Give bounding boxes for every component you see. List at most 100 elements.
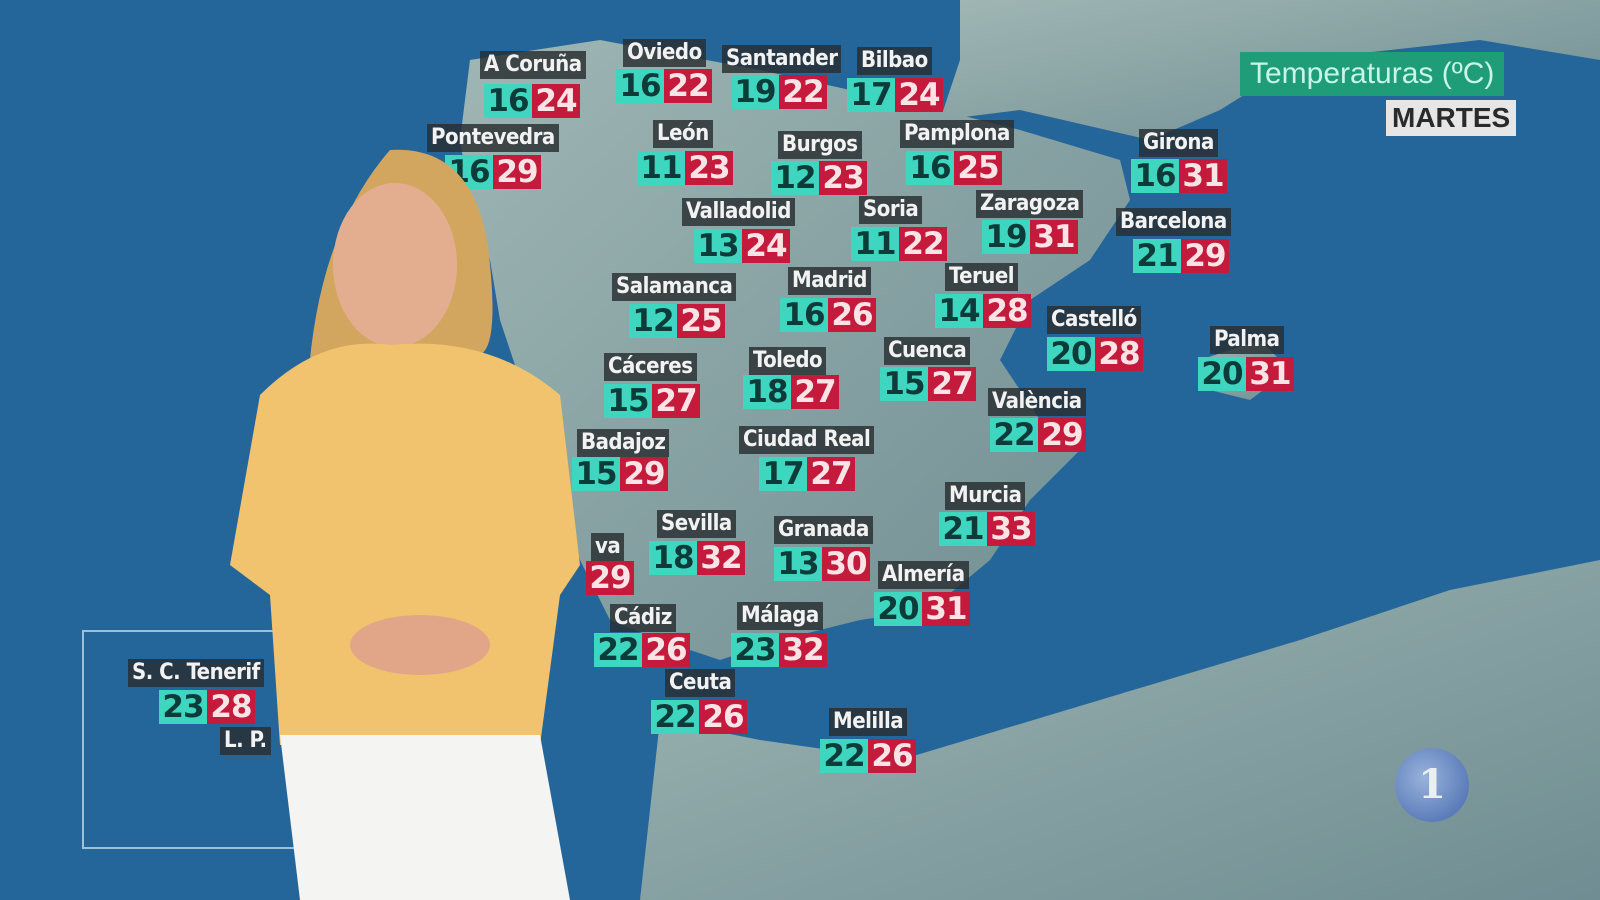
temp-pair: 19 22 xyxy=(731,75,827,109)
city-name: va xyxy=(591,533,625,561)
max-temp: 32 xyxy=(697,541,745,575)
min-temp: 16 xyxy=(1131,159,1179,193)
city-name: Santander xyxy=(722,45,842,73)
map-title: Temperaturas (ºC) xyxy=(1240,52,1505,96)
min-temp: 22 xyxy=(820,739,868,773)
min-temp: 23 xyxy=(731,633,779,667)
temp-pair: 12 23 xyxy=(771,161,867,195)
min-temp: 18 xyxy=(649,541,697,575)
min-temp: 18 xyxy=(743,375,791,409)
temp-pair: 22 26 xyxy=(651,700,747,734)
temp-pair: 23 28 xyxy=(159,690,255,724)
city-name: S. C. Tenerif xyxy=(128,659,264,687)
city-name: Málaga xyxy=(737,602,823,630)
max-temp: 32 xyxy=(779,633,827,667)
max-temp: 24 xyxy=(895,78,943,112)
max-temp: 29 xyxy=(1038,418,1086,452)
city-name: Almería xyxy=(878,561,969,589)
max-temp: 27 xyxy=(807,457,855,491)
temp-pair: 16 25 xyxy=(906,151,1002,185)
max-temp: 31 xyxy=(1030,220,1078,254)
temp-pair: 15 29 xyxy=(572,457,668,491)
temp-pair: 17 24 xyxy=(847,78,943,112)
channel-logo: 1 xyxy=(1395,748,1469,822)
city-name: A Coruña xyxy=(480,51,586,79)
city-name: Ceuta xyxy=(665,669,736,697)
max-temp: 26 xyxy=(868,739,916,773)
max-temp: 26 xyxy=(699,700,747,734)
min-temp: 21 xyxy=(939,512,987,546)
min-temp: 22 xyxy=(651,700,699,734)
min-temp: 17 xyxy=(759,457,807,491)
city-name: Pontevedra xyxy=(427,124,559,152)
city-name: Valladolid xyxy=(682,198,795,226)
min-temp: 16 xyxy=(780,298,828,332)
min-temp: 11 xyxy=(637,151,685,185)
city-name: Cádiz xyxy=(610,604,676,632)
max-temp: 23 xyxy=(685,151,733,185)
temp-pair: 22 29 xyxy=(990,418,1086,452)
city-name: Melilla xyxy=(829,708,908,736)
min-temp: 19 xyxy=(731,75,779,109)
max-temp: 33 xyxy=(987,512,1035,546)
temp-pair: 23 32 xyxy=(731,633,827,667)
city-name: Soria xyxy=(859,196,923,224)
temp-pair: 13 24 xyxy=(694,229,790,263)
temp-pair: 16 24 xyxy=(484,84,580,118)
max-temp: 22 xyxy=(664,69,712,103)
max-temp: 29 xyxy=(493,155,541,189)
max-temp: 24 xyxy=(532,84,580,118)
max-temp: 28 xyxy=(207,690,255,724)
max-temp: 29 xyxy=(620,457,668,491)
max-temp: 24 xyxy=(742,229,790,263)
max-temp: 31 xyxy=(1179,159,1227,193)
max-temp: 23 xyxy=(819,161,867,195)
min-temp: 16 xyxy=(616,69,664,103)
city-name: L. P. xyxy=(220,727,271,755)
max-temp: 28 xyxy=(983,294,1031,328)
min-temp: 13 xyxy=(694,229,742,263)
city-name: Toledo xyxy=(749,347,827,375)
city-name: Oviedo xyxy=(623,39,706,67)
min-temp: 19 xyxy=(982,220,1030,254)
city-name: Badajoz xyxy=(577,429,670,457)
temp-pair: 18 27 xyxy=(743,375,839,409)
city-name: Murcia xyxy=(945,482,1026,510)
city-name: Castelló xyxy=(1047,306,1141,334)
temp-pair: 16 22 xyxy=(616,69,712,103)
city-name: Madrid xyxy=(788,267,871,295)
min-temp: 12 xyxy=(771,161,819,195)
max-temp: 25 xyxy=(677,304,725,338)
max-temp: 31 xyxy=(1246,357,1294,391)
max-temp: 25 xyxy=(954,151,1002,185)
city-name: Sevilla xyxy=(657,510,736,538)
min-temp: 20 xyxy=(874,592,922,626)
temp-pair: 22 26 xyxy=(820,739,916,773)
city-name: Zaragoza xyxy=(976,190,1084,218)
temp-pair: 21 33 xyxy=(939,512,1035,546)
temp-pair: 19 31 xyxy=(982,220,1078,254)
city-name: Ciudad Real xyxy=(739,426,875,454)
min-temp: 23 xyxy=(159,690,207,724)
temp-pair: 16 31 xyxy=(1131,159,1227,193)
city-name: València xyxy=(988,388,1086,416)
max-temp: 29 xyxy=(1181,239,1229,273)
temp-pair: 20 28 xyxy=(1047,337,1143,371)
city-name: Teruel xyxy=(945,263,1019,291)
city-name: Salamanca xyxy=(612,273,737,301)
temp-pair: 29 xyxy=(586,561,634,595)
city-name: Palma xyxy=(1210,326,1284,354)
max-temp: 22 xyxy=(899,227,947,261)
max-temp: 26 xyxy=(828,298,876,332)
max-temp: 27 xyxy=(928,367,976,401)
min-temp: 22 xyxy=(594,633,642,667)
temp-pair: 22 26 xyxy=(594,633,690,667)
city-name: Granada xyxy=(774,516,873,544)
city-name: Girona xyxy=(1139,129,1218,157)
max-temp: 29 xyxy=(586,561,634,595)
temp-pair: 21 29 xyxy=(1133,239,1229,273)
min-temp: 20 xyxy=(1198,357,1246,391)
city-name: Barcelona xyxy=(1116,208,1231,236)
min-temp: 12 xyxy=(629,304,677,338)
